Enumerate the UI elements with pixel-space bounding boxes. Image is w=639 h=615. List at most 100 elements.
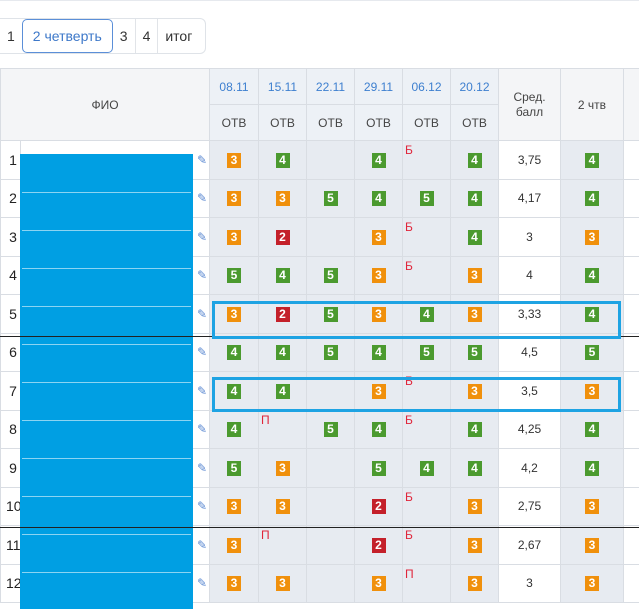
grade-cell[interactable]: Б [402,486,451,526]
grade-cell[interactable]: 5 [402,332,451,372]
date-header[interactable]: 08.11 [209,68,259,105]
date-header[interactable]: 06.12 [402,68,451,105]
grade-cell[interactable]: 5 [306,332,355,372]
quarter-grade-cell[interactable]: 3 [560,525,624,565]
grade-cell[interactable] [306,217,355,257]
quarter-grade-cell[interactable]: 3 [560,217,624,257]
grade-cell[interactable]: 3 [209,294,259,334]
grade-cell[interactable]: 4 [258,332,307,372]
quarter-grade-cell[interactable]: 5 [560,332,624,372]
edit-pencil-icon[interactable]: ✎ [196,229,207,244]
grade-cell[interactable]: 4 [258,371,307,411]
grade-cell[interactable]: 2 [258,294,307,334]
grade-cell[interactable]: 2 [354,486,403,526]
grade-cell[interactable]: 4 [354,409,403,449]
grade-cell[interactable]: 3 [209,525,259,565]
grade-cell[interactable]: 5 [402,178,451,218]
tab-quarter-3[interactable]: 3 [119,28,128,44]
grade-cell[interactable]: 5 [306,255,355,295]
grade-cell[interactable]: 5 [306,409,355,449]
tab-total[interactable]: итог [157,19,199,53]
quarter-grade-cell[interactable]: 4 [560,255,624,295]
edit-pencil-icon[interactable]: ✎ [196,576,207,591]
grade-cell[interactable]: 4 [402,448,451,488]
grade-cell[interactable]: 5 [306,294,355,334]
grade-cell[interactable]: 3 [209,178,259,218]
grade-cell[interactable]: 4 [354,140,403,180]
grade-cell[interactable]: 3 [209,563,259,603]
grade-cell[interactable]: 3 [354,371,403,411]
grade-cell[interactable]: 3 [258,448,307,488]
grade-cell[interactable]: 4 [450,409,499,449]
grade-cell[interactable]: Б [402,371,451,411]
date-header[interactable]: 15.11 [258,68,307,105]
quarter-grade-cell[interactable]: 4 [560,178,624,218]
edit-pencil-icon[interactable]: ✎ [196,268,207,283]
grade-cell[interactable]: 3 [209,217,259,257]
grade-cell[interactable] [306,371,355,411]
grade-cell[interactable]: 3 [258,563,307,603]
grade-cell[interactable]: 5 [209,448,259,488]
grade-cell[interactable]: П [258,525,307,565]
edit-pencil-icon[interactable]: ✎ [196,537,207,552]
grade-cell[interactable]: Б [402,409,451,449]
edit-pencil-icon[interactable]: ✎ [196,306,207,321]
edit-pencil-icon[interactable]: ✎ [196,383,207,398]
grade-cell[interactable]: 2 [354,525,403,565]
grade-cell[interactable]: 3 [450,563,499,603]
grade-cell[interactable]: 4 [450,178,499,218]
quarter-grade-cell[interactable]: 4 [560,140,624,180]
grade-cell[interactable] [306,525,355,565]
grade-cell[interactable]: 4 [354,178,403,218]
tab-quarter-4[interactable]: 4 [134,19,158,53]
grade-cell[interactable] [306,140,355,180]
grade-cell[interactable]: 4 [209,371,259,411]
grade-cell[interactable]: 3 [450,486,499,526]
grade-cell[interactable]: 5 [450,332,499,372]
tab-quarter-2[interactable]: 2 четверть [21,19,113,53]
grade-cell[interactable] [306,448,355,488]
grade-cell[interactable]: Б [402,217,451,257]
grade-cell[interactable]: Б [402,140,451,180]
grade-cell[interactable]: П [258,409,307,449]
grade-cell[interactable]: 4 [354,332,403,372]
grade-cell[interactable]: 4 [258,255,307,295]
grade-cell[interactable]: 5 [209,255,259,295]
date-header[interactable]: 20.12 [450,68,499,105]
tab-quarter-1[interactable]: 1 [7,28,15,44]
quarter-grade-cell[interactable]: 4 [560,294,624,334]
edit-pencil-icon[interactable]: ✎ [196,345,207,360]
grade-cell[interactable]: 3 [354,294,403,334]
quarter-grade-cell[interactable]: 3 [560,563,624,603]
grade-cell[interactable]: 5 [354,448,403,488]
quarter-grade-cell[interactable]: 4 [560,448,624,488]
grade-cell[interactable]: 3 [450,255,499,295]
grade-cell[interactable]: 4 [450,217,499,257]
grade-cell[interactable]: 4 [209,332,259,372]
grade-cell[interactable]: 4 [258,140,307,180]
grade-cell[interactable] [306,486,355,526]
grade-cell[interactable]: 2 [258,217,307,257]
grade-cell[interactable] [306,563,355,603]
grade-cell[interactable]: Б [402,255,451,295]
grade-cell[interactable]: 3 [209,486,259,526]
grade-cell[interactable]: 3 [258,178,307,218]
edit-pencil-icon[interactable]: ✎ [196,422,207,437]
grade-cell[interactable]: 3 [450,525,499,565]
quarter-grade-cell[interactable]: 4 [560,409,624,449]
grade-cell[interactable]: 4 [450,140,499,180]
grade-cell[interactable]: 4 [402,294,451,334]
grade-cell[interactable]: 3 [450,294,499,334]
edit-pencil-icon[interactable]: ✎ [196,499,207,514]
quarter-grade-cell[interactable]: 3 [560,486,624,526]
date-header[interactable]: 22.11 [306,68,355,105]
date-header[interactable]: 29.11 [354,68,403,105]
edit-pencil-icon[interactable]: ✎ [196,460,207,475]
grade-cell[interactable]: 3 [354,255,403,295]
grade-cell[interactable]: 4 [209,409,259,449]
grade-cell[interactable]: 3 [450,371,499,411]
grade-cell[interactable]: 3 [209,140,259,180]
grade-cell[interactable]: 5 [306,178,355,218]
grade-cell[interactable]: 4 [450,448,499,488]
edit-pencil-icon[interactable]: ✎ [196,191,207,206]
